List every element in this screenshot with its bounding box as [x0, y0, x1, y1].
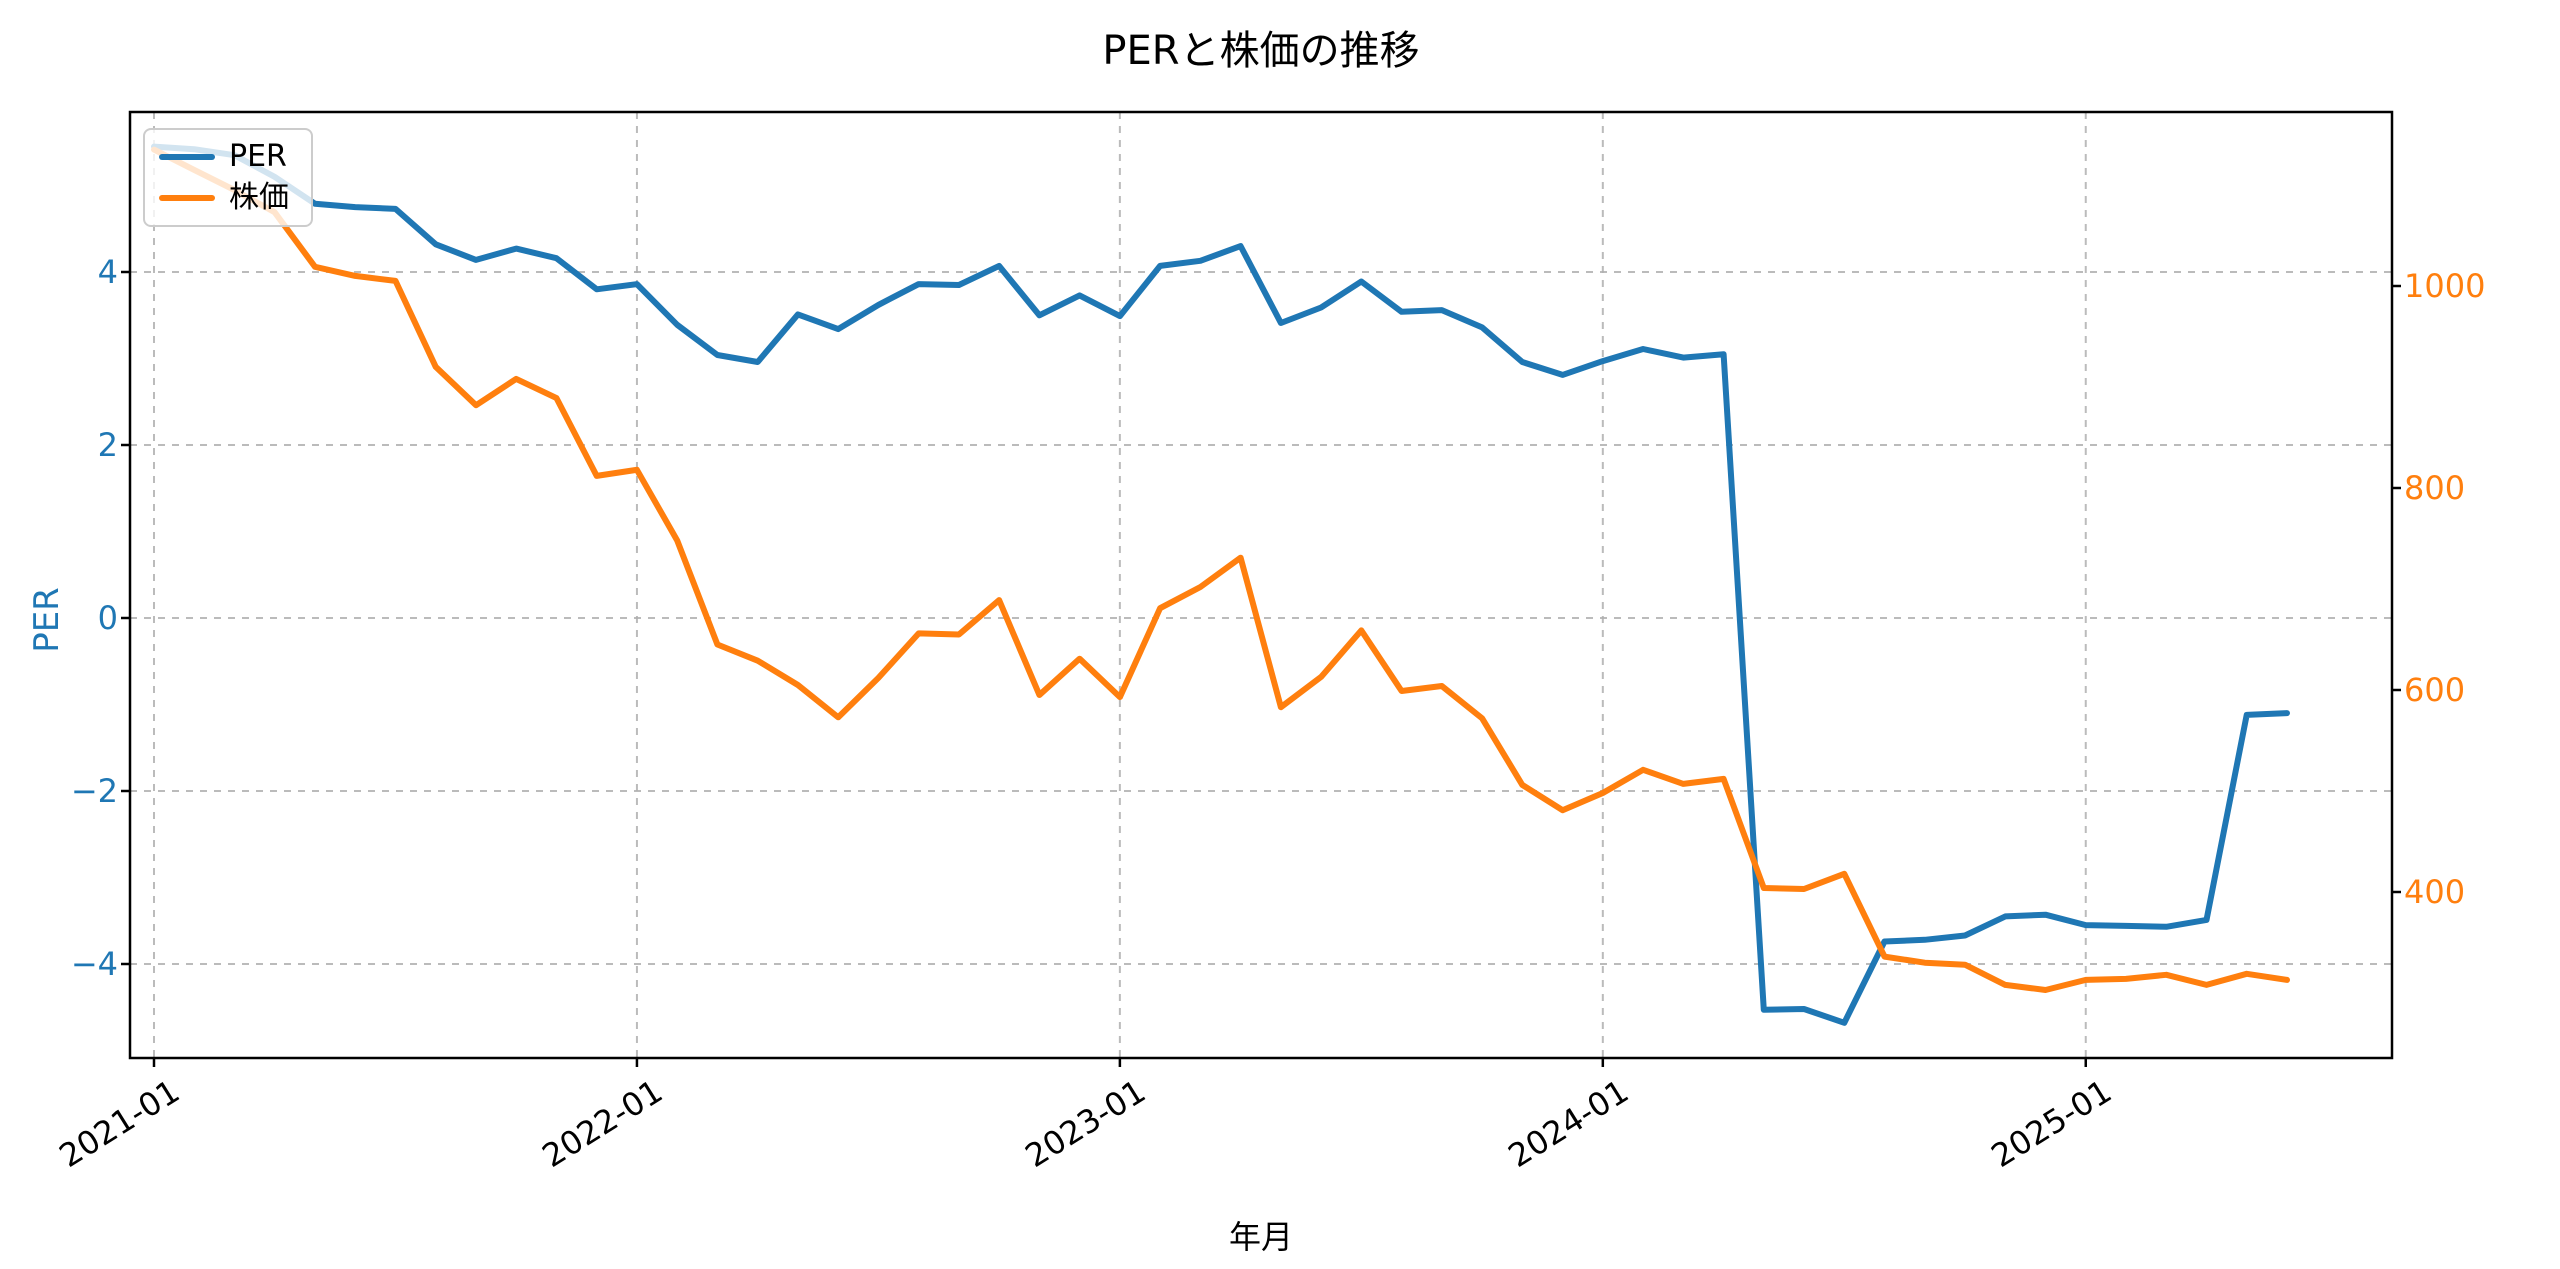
right-y-tick-label: 800 — [2404, 469, 2466, 507]
left-y-tick-label: 0 — [97, 599, 118, 637]
plot-border — [128, 110, 2394, 1060]
legend-label-per: PER — [229, 138, 287, 174]
left-y-tick-label: −4 — [70, 945, 118, 983]
right-y-axis-label: 株価（円） — [2555, 497, 2560, 667]
left-y-axis-label: PER — [26, 587, 67, 653]
price-line — [151, 146, 2290, 993]
right-y-tick-label: 400 — [2404, 873, 2466, 911]
legend-item-per: PER — [145, 138, 311, 174]
per-line — [151, 143, 2290, 1026]
x-axis-label: 年月 — [1228, 1218, 1294, 1256]
legend-label-price: 株価 — [229, 180, 289, 216]
price-line-swatch — [159, 195, 215, 202]
legend-item-price: 株価 — [145, 183, 311, 213]
per-line-swatch — [159, 153, 215, 160]
legend: PER 株価 — [143, 128, 313, 227]
left-y-tick-label: −2 — [70, 772, 118, 810]
right-y-tick-label: 600 — [2404, 671, 2466, 709]
left-y-tick-label: 2 — [97, 426, 118, 464]
chart-title: PERと株価の推移 — [1102, 28, 1420, 74]
right-y-tick-label: 1000 — [2404, 267, 2486, 305]
left-y-tick-label: 4 — [97, 253, 118, 291]
